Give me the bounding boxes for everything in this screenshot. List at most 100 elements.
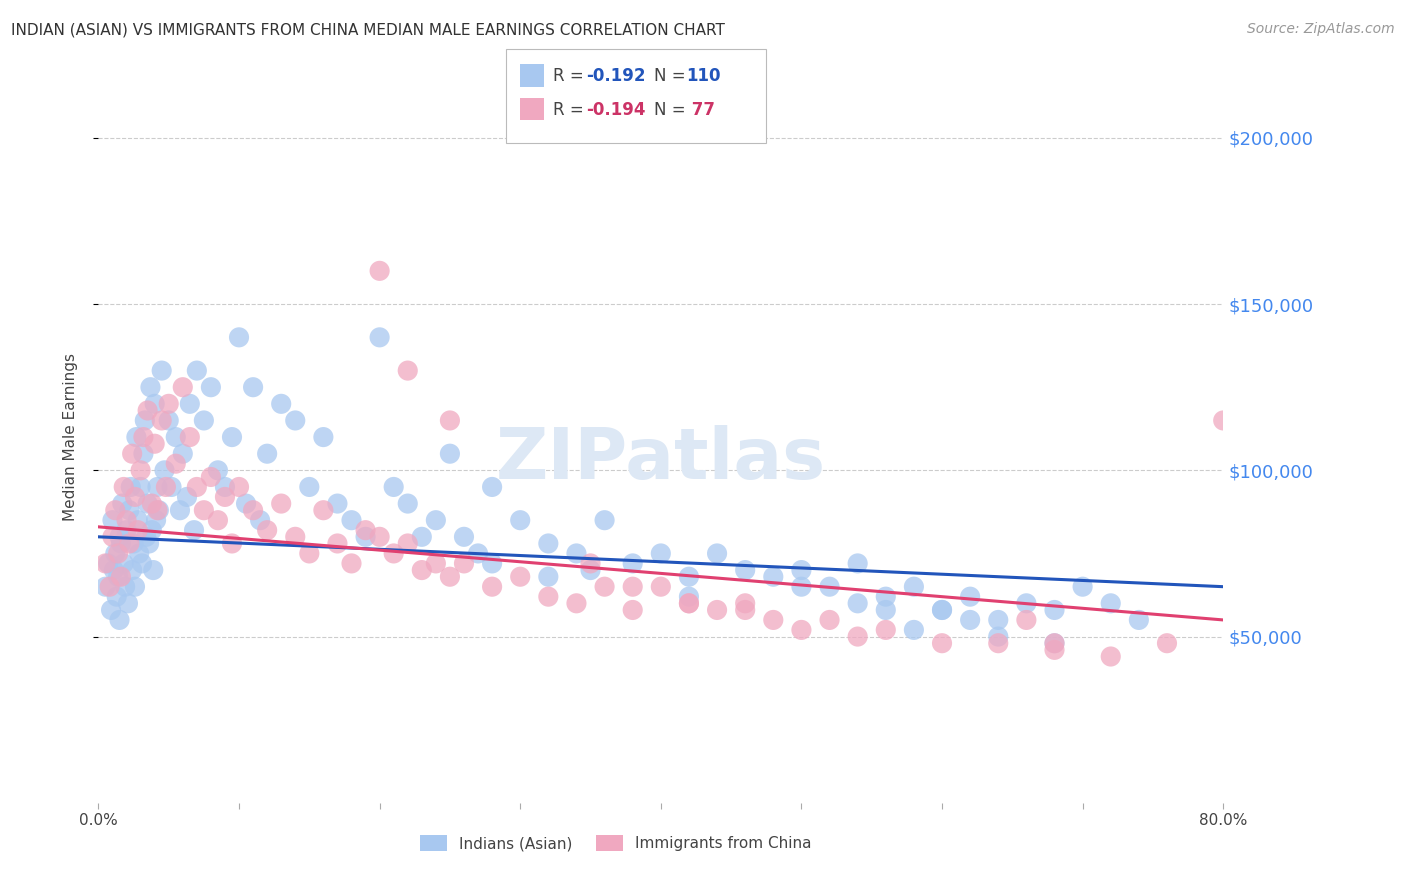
- Point: [101, 530, 124, 544]
- Point: [101, 513, 124, 527]
- Point: [354, 523, 377, 537]
- Point: [762, 570, 785, 584]
- Point: [200, 380, 222, 394]
- Point: [183, 523, 205, 537]
- Point: [706, 546, 728, 560]
- Point: [150, 363, 173, 377]
- Point: [1015, 613, 1038, 627]
- Text: 110: 110: [686, 67, 721, 85]
- Point: [1212, 413, 1234, 427]
- Text: R =: R =: [553, 67, 589, 85]
- Point: [122, 536, 145, 550]
- Point: [200, 470, 222, 484]
- Point: [172, 447, 194, 461]
- Point: [125, 430, 148, 444]
- Point: [846, 630, 869, 644]
- Point: [1156, 636, 1178, 650]
- Point: [579, 563, 602, 577]
- Point: [453, 530, 475, 544]
- Text: N =: N =: [654, 67, 690, 85]
- Point: [1099, 649, 1122, 664]
- Point: [104, 546, 127, 560]
- Point: [439, 413, 461, 427]
- Point: [136, 403, 159, 417]
- Point: [846, 596, 869, 610]
- Point: [139, 380, 162, 394]
- Point: [734, 596, 756, 610]
- Point: [1071, 580, 1094, 594]
- Point: [368, 330, 391, 344]
- Point: [565, 596, 588, 610]
- Point: [143, 397, 166, 411]
- Point: [579, 557, 602, 571]
- Point: [97, 557, 120, 571]
- Point: [136, 497, 159, 511]
- Point: [326, 536, 349, 550]
- Point: [129, 463, 152, 477]
- Point: [593, 580, 616, 594]
- Point: [818, 613, 841, 627]
- Point: [1128, 613, 1150, 627]
- Point: [141, 523, 163, 537]
- Point: [931, 603, 953, 617]
- Point: [107, 570, 129, 584]
- Point: [439, 570, 461, 584]
- Point: [368, 264, 391, 278]
- Point: [987, 613, 1010, 627]
- Point: [118, 503, 141, 517]
- Point: [120, 480, 142, 494]
- Point: [790, 580, 813, 594]
- Point: [678, 590, 700, 604]
- Text: 77: 77: [686, 101, 716, 119]
- Point: [621, 557, 644, 571]
- Point: [179, 430, 201, 444]
- Point: [94, 557, 117, 571]
- Point: [382, 546, 405, 560]
- Point: [165, 457, 187, 471]
- Point: [114, 580, 136, 594]
- Point: [124, 490, 146, 504]
- Point: [103, 563, 125, 577]
- Point: [256, 447, 278, 461]
- Point: [108, 530, 131, 544]
- Point: [121, 447, 143, 461]
- Point: [425, 513, 447, 527]
- Point: [108, 613, 131, 627]
- Point: [115, 513, 138, 527]
- Point: [115, 523, 138, 537]
- Point: [127, 513, 149, 527]
- Point: [565, 546, 588, 560]
- Point: [439, 447, 461, 461]
- Point: [368, 530, 391, 544]
- Point: [987, 636, 1010, 650]
- Point: [1043, 603, 1066, 617]
- Point: [987, 630, 1010, 644]
- Point: [298, 480, 321, 494]
- Point: [104, 503, 127, 517]
- Point: [207, 513, 229, 527]
- Point: [959, 590, 981, 604]
- Point: [312, 503, 335, 517]
- Point: [214, 490, 236, 504]
- Point: [105, 590, 128, 604]
- Point: [157, 397, 180, 411]
- Point: [124, 580, 146, 594]
- Point: [235, 497, 257, 511]
- Point: [875, 590, 897, 604]
- Point: [193, 503, 215, 517]
- Point: [98, 580, 121, 594]
- Point: [1043, 643, 1066, 657]
- Point: [121, 563, 143, 577]
- Point: [481, 580, 503, 594]
- Point: [157, 413, 180, 427]
- Point: [621, 580, 644, 594]
- Point: [134, 413, 156, 427]
- Point: [160, 480, 183, 494]
- Point: [931, 636, 953, 650]
- Point: [678, 596, 700, 610]
- Point: [298, 546, 321, 560]
- Point: [959, 613, 981, 627]
- Point: [706, 603, 728, 617]
- Point: [155, 480, 177, 494]
- Point: [354, 530, 377, 544]
